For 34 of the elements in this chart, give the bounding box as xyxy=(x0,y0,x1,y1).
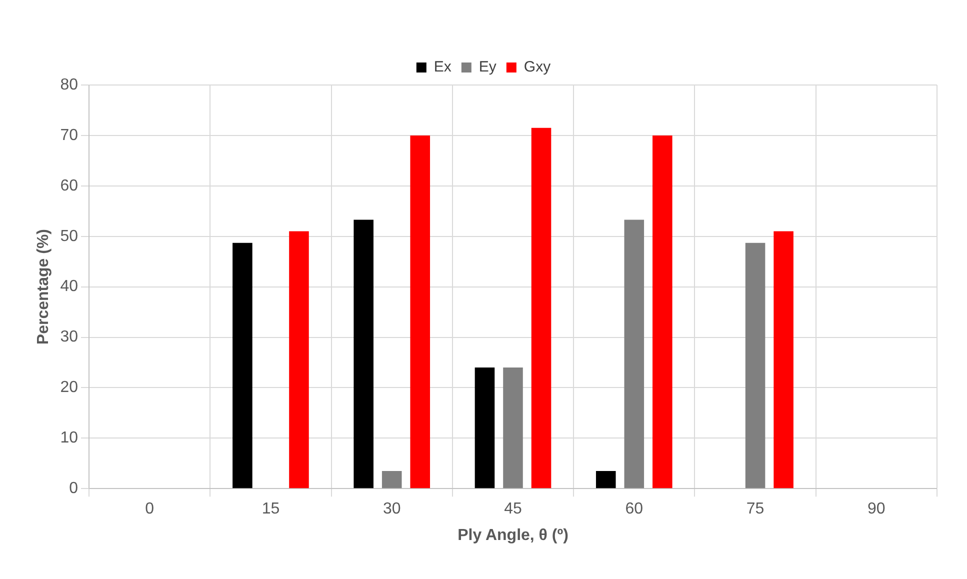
y-tick-label: 70 xyxy=(60,126,78,144)
bar xyxy=(652,135,672,488)
bar xyxy=(531,128,552,488)
y-tick-label: 0 xyxy=(69,480,78,498)
bar xyxy=(503,368,523,488)
bar xyxy=(474,368,495,488)
bar xyxy=(354,220,374,488)
y-axis-title: Percentage (%) xyxy=(35,229,52,345)
bar xyxy=(596,470,616,488)
x-tick-label: 75 xyxy=(746,500,764,518)
bar xyxy=(410,135,430,488)
y-tick-label: 30 xyxy=(60,328,78,346)
legend-label: Ey xyxy=(478,58,497,76)
y-tick-label: 60 xyxy=(60,177,78,194)
bar xyxy=(624,220,644,488)
bar xyxy=(745,242,766,488)
x-tick-label: 90 xyxy=(868,500,886,518)
bar xyxy=(774,231,794,488)
bar xyxy=(382,470,402,488)
y-tick-label: 80 xyxy=(60,76,78,94)
x-axis-title: Ply Angle, θ (º) xyxy=(458,526,568,544)
x-tick-label: 45 xyxy=(504,500,522,518)
y-tick-label: 10 xyxy=(60,430,78,447)
legend-label: Ex xyxy=(434,58,452,76)
y-tick-label: 50 xyxy=(60,228,78,245)
x-tick-label: 30 xyxy=(382,500,401,518)
bar xyxy=(289,231,309,488)
legend-label: Gxy xyxy=(524,58,552,76)
x-tick-label: 60 xyxy=(625,500,644,518)
y-tick-label: 20 xyxy=(60,379,78,396)
x-tick-label: 15 xyxy=(262,500,280,518)
x-tick-label: 0 xyxy=(145,500,154,518)
bar xyxy=(232,242,252,488)
y-tick-label: 40 xyxy=(60,278,78,296)
